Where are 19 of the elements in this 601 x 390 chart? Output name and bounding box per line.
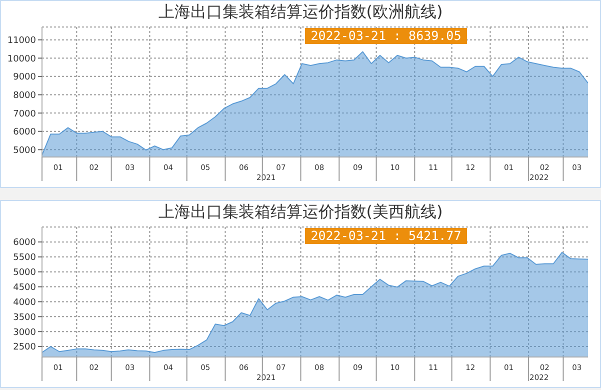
y-tick-label: 5000 [13,146,36,156]
y-tick-label: 7000 [13,109,36,120]
annotation: 2022-03-21 : 5421.77 [310,228,462,243]
annotation: 2022-03-21 : 8639.05 [310,28,462,43]
chart-title: 上海出口集装箱结算运价指数(欧洲航线) [157,1,444,23]
y-tick-label: 11000 [7,36,36,46]
y-tick-label: 5000 [13,268,36,278]
y-tick-label: 9000 [13,72,36,83]
chart-title: 上海出口集装箱结算运价指数(美西航线) [157,201,444,223]
y-tick-label: 6000 [13,128,36,138]
y-tick-label: 5500 [13,253,36,264]
y-tick-label: 3500 [13,312,36,323]
y-tick-label: 4500 [13,282,36,293]
y-tick-label: 2500 [13,342,36,353]
y-tick-label: 3000 [13,328,36,338]
y-tick-label: 10000 [7,54,36,64]
y-tick-label: 6000 [13,238,36,248]
y-tick-label: 4000 [13,298,36,308]
y-tick-label: 8000 [13,90,36,101]
